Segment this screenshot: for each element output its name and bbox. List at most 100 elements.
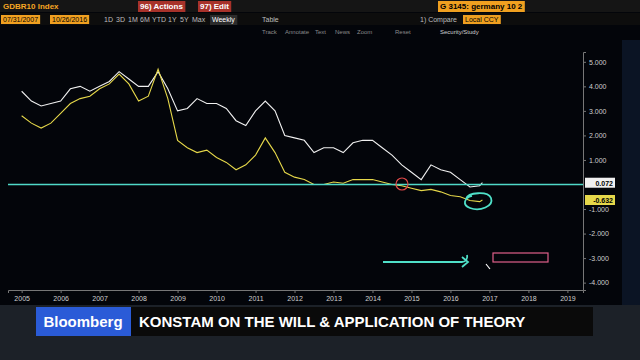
study-item-group: Annotate xyxy=(285,29,310,35)
x-tick-label: 2010 xyxy=(209,295,225,302)
y-tick-label: 5.000 xyxy=(589,59,607,66)
header-item-group: 96) Actions xyxy=(138,1,185,12)
x-tick: 2005 xyxy=(14,290,30,302)
study-item: Text xyxy=(315,29,326,35)
study-item: Zoom xyxy=(357,29,372,35)
header-item: GDBR10 Index xyxy=(3,2,59,11)
header-item-group: G 3145: germany 10 2 xyxy=(438,1,525,12)
y-tick: 4.000 xyxy=(583,83,607,90)
x-tick-mark xyxy=(528,290,529,293)
toolbar-item: 6M xyxy=(140,16,150,23)
x-tick-mark xyxy=(411,290,412,293)
toolbar-item: 3D xyxy=(116,16,125,23)
y-tick-label: 4.000 xyxy=(589,83,607,90)
y-axis: 5.000 4.000 3.000 2.000 1.000 -1.000 -2.000 -3.… xyxy=(583,53,609,291)
toolbar-bar xyxy=(0,13,640,25)
toolbar-item-group: 6M xyxy=(140,16,150,23)
toolbar-item-group: Max xyxy=(192,16,206,23)
toolbar-item-group: 10/26/2016 xyxy=(50,15,89,24)
toolbar-item-bg xyxy=(50,15,89,24)
y-tick-mark xyxy=(583,283,586,284)
toolbar-item: 1M xyxy=(128,16,138,23)
headline: KONSTAM ON THE WILL & APPLICATION OF THE… xyxy=(139,313,525,330)
toolbar-item: Weekly xyxy=(212,16,235,24)
last-value-box xyxy=(585,195,615,205)
headline-box xyxy=(131,307,593,336)
header-item: 96) Actions xyxy=(140,2,183,11)
y-tick-mark xyxy=(583,160,586,161)
toolbar-item-group: 1M xyxy=(128,16,138,23)
x-tick-mark xyxy=(217,290,218,293)
screen: GDBR10 Index 96) Actions 97) Edit G 3145: g… xyxy=(0,0,640,360)
header-item: G 3145: germany 10 2 xyxy=(440,2,523,11)
toolbar-item: YTD xyxy=(152,16,166,23)
last-value-box xyxy=(585,178,615,188)
toolbar-item: 1D xyxy=(104,16,113,23)
toolbar-item-group: 1) Compare xyxy=(420,16,457,24)
y-tick-mark xyxy=(583,86,586,87)
x-tick: 2015 xyxy=(404,290,420,302)
x-tick-label: 2009 xyxy=(170,295,186,302)
y-tick: 1.000 xyxy=(583,157,607,164)
x-tick-mark xyxy=(334,290,335,293)
y-tick: 2.000 xyxy=(583,132,607,139)
toolbar-item-bg xyxy=(210,15,237,25)
x-tick-label: 2011 xyxy=(249,295,264,302)
x-tick-label: 2019 xyxy=(560,295,576,302)
toolbar-item: 5Y xyxy=(180,16,189,23)
brand: Bloomberg xyxy=(43,313,122,330)
toolbar-item-group: YTD xyxy=(152,16,166,23)
x-tick-label: 2016 xyxy=(443,295,459,302)
header-bar xyxy=(0,0,640,12)
x-tick-mark xyxy=(139,290,140,293)
hand-markup xyxy=(383,178,548,269)
brand-box xyxy=(36,307,131,336)
x-tick: 2017 xyxy=(482,290,498,302)
cyan-scribble xyxy=(465,193,492,209)
toolbar-item-group: 3D xyxy=(116,16,125,23)
toolbar-item-group: 1D xyxy=(104,16,113,23)
y-tick-label: -1.000 xyxy=(589,206,609,213)
y-tick: 5.000 xyxy=(583,59,607,66)
x-tick-mark xyxy=(256,290,257,293)
header-item: 97) Edit xyxy=(200,2,229,11)
x-tick-label: 2012 xyxy=(287,295,303,302)
study-item-group: Reset xyxy=(395,29,411,35)
x-tick: 2007 xyxy=(92,290,108,302)
x-tick-mark xyxy=(450,290,451,293)
x-tick-label: 2018 xyxy=(521,295,537,302)
side-panel xyxy=(622,40,640,305)
x-tick-mark xyxy=(567,290,568,293)
x-axis: 2005200620072008200920102011201220132014… xyxy=(9,290,584,302)
toolbar-item-bg xyxy=(1,15,40,24)
y-axis-line xyxy=(584,53,587,291)
y-tick: 3.000 xyxy=(583,108,607,115)
y-tick-label: -3.000 xyxy=(589,255,609,262)
x-axis-line xyxy=(9,291,584,294)
white-stroke xyxy=(486,264,490,269)
x-tick-label: 2015 xyxy=(404,295,420,302)
header-item-group: GDBR10 Index xyxy=(3,2,59,11)
x-tick-mark xyxy=(489,290,490,293)
x-tick-mark xyxy=(178,290,179,293)
y-tick: -2.000 xyxy=(583,230,609,237)
toolbar-item: 1Y xyxy=(168,16,177,23)
cyan-arrow xyxy=(383,255,468,267)
x-tick-mark xyxy=(22,290,23,293)
toolbar-item-group: Weekly xyxy=(210,15,237,25)
study-item: News xyxy=(335,29,350,35)
reference-line xyxy=(8,184,583,186)
toolbar-item-group: Table xyxy=(262,16,279,23)
x-tick-label: 2005 xyxy=(14,295,30,302)
x-tick: 2006 xyxy=(53,290,69,302)
y-tick-label: 2.000 xyxy=(589,132,607,139)
x-tick: 2014 xyxy=(365,290,381,302)
toolbar-item-group: 1Y xyxy=(168,16,177,23)
x-tick-label: 2017 xyxy=(482,295,498,302)
x-tick: 2012 xyxy=(287,290,303,302)
series-line xyxy=(22,69,483,201)
x-tick-mark xyxy=(100,290,101,293)
toolbar-item: Max xyxy=(192,16,206,23)
toolbar-item-group: Local CCY xyxy=(463,15,501,24)
y-tick-label: 3.000 xyxy=(589,108,607,115)
